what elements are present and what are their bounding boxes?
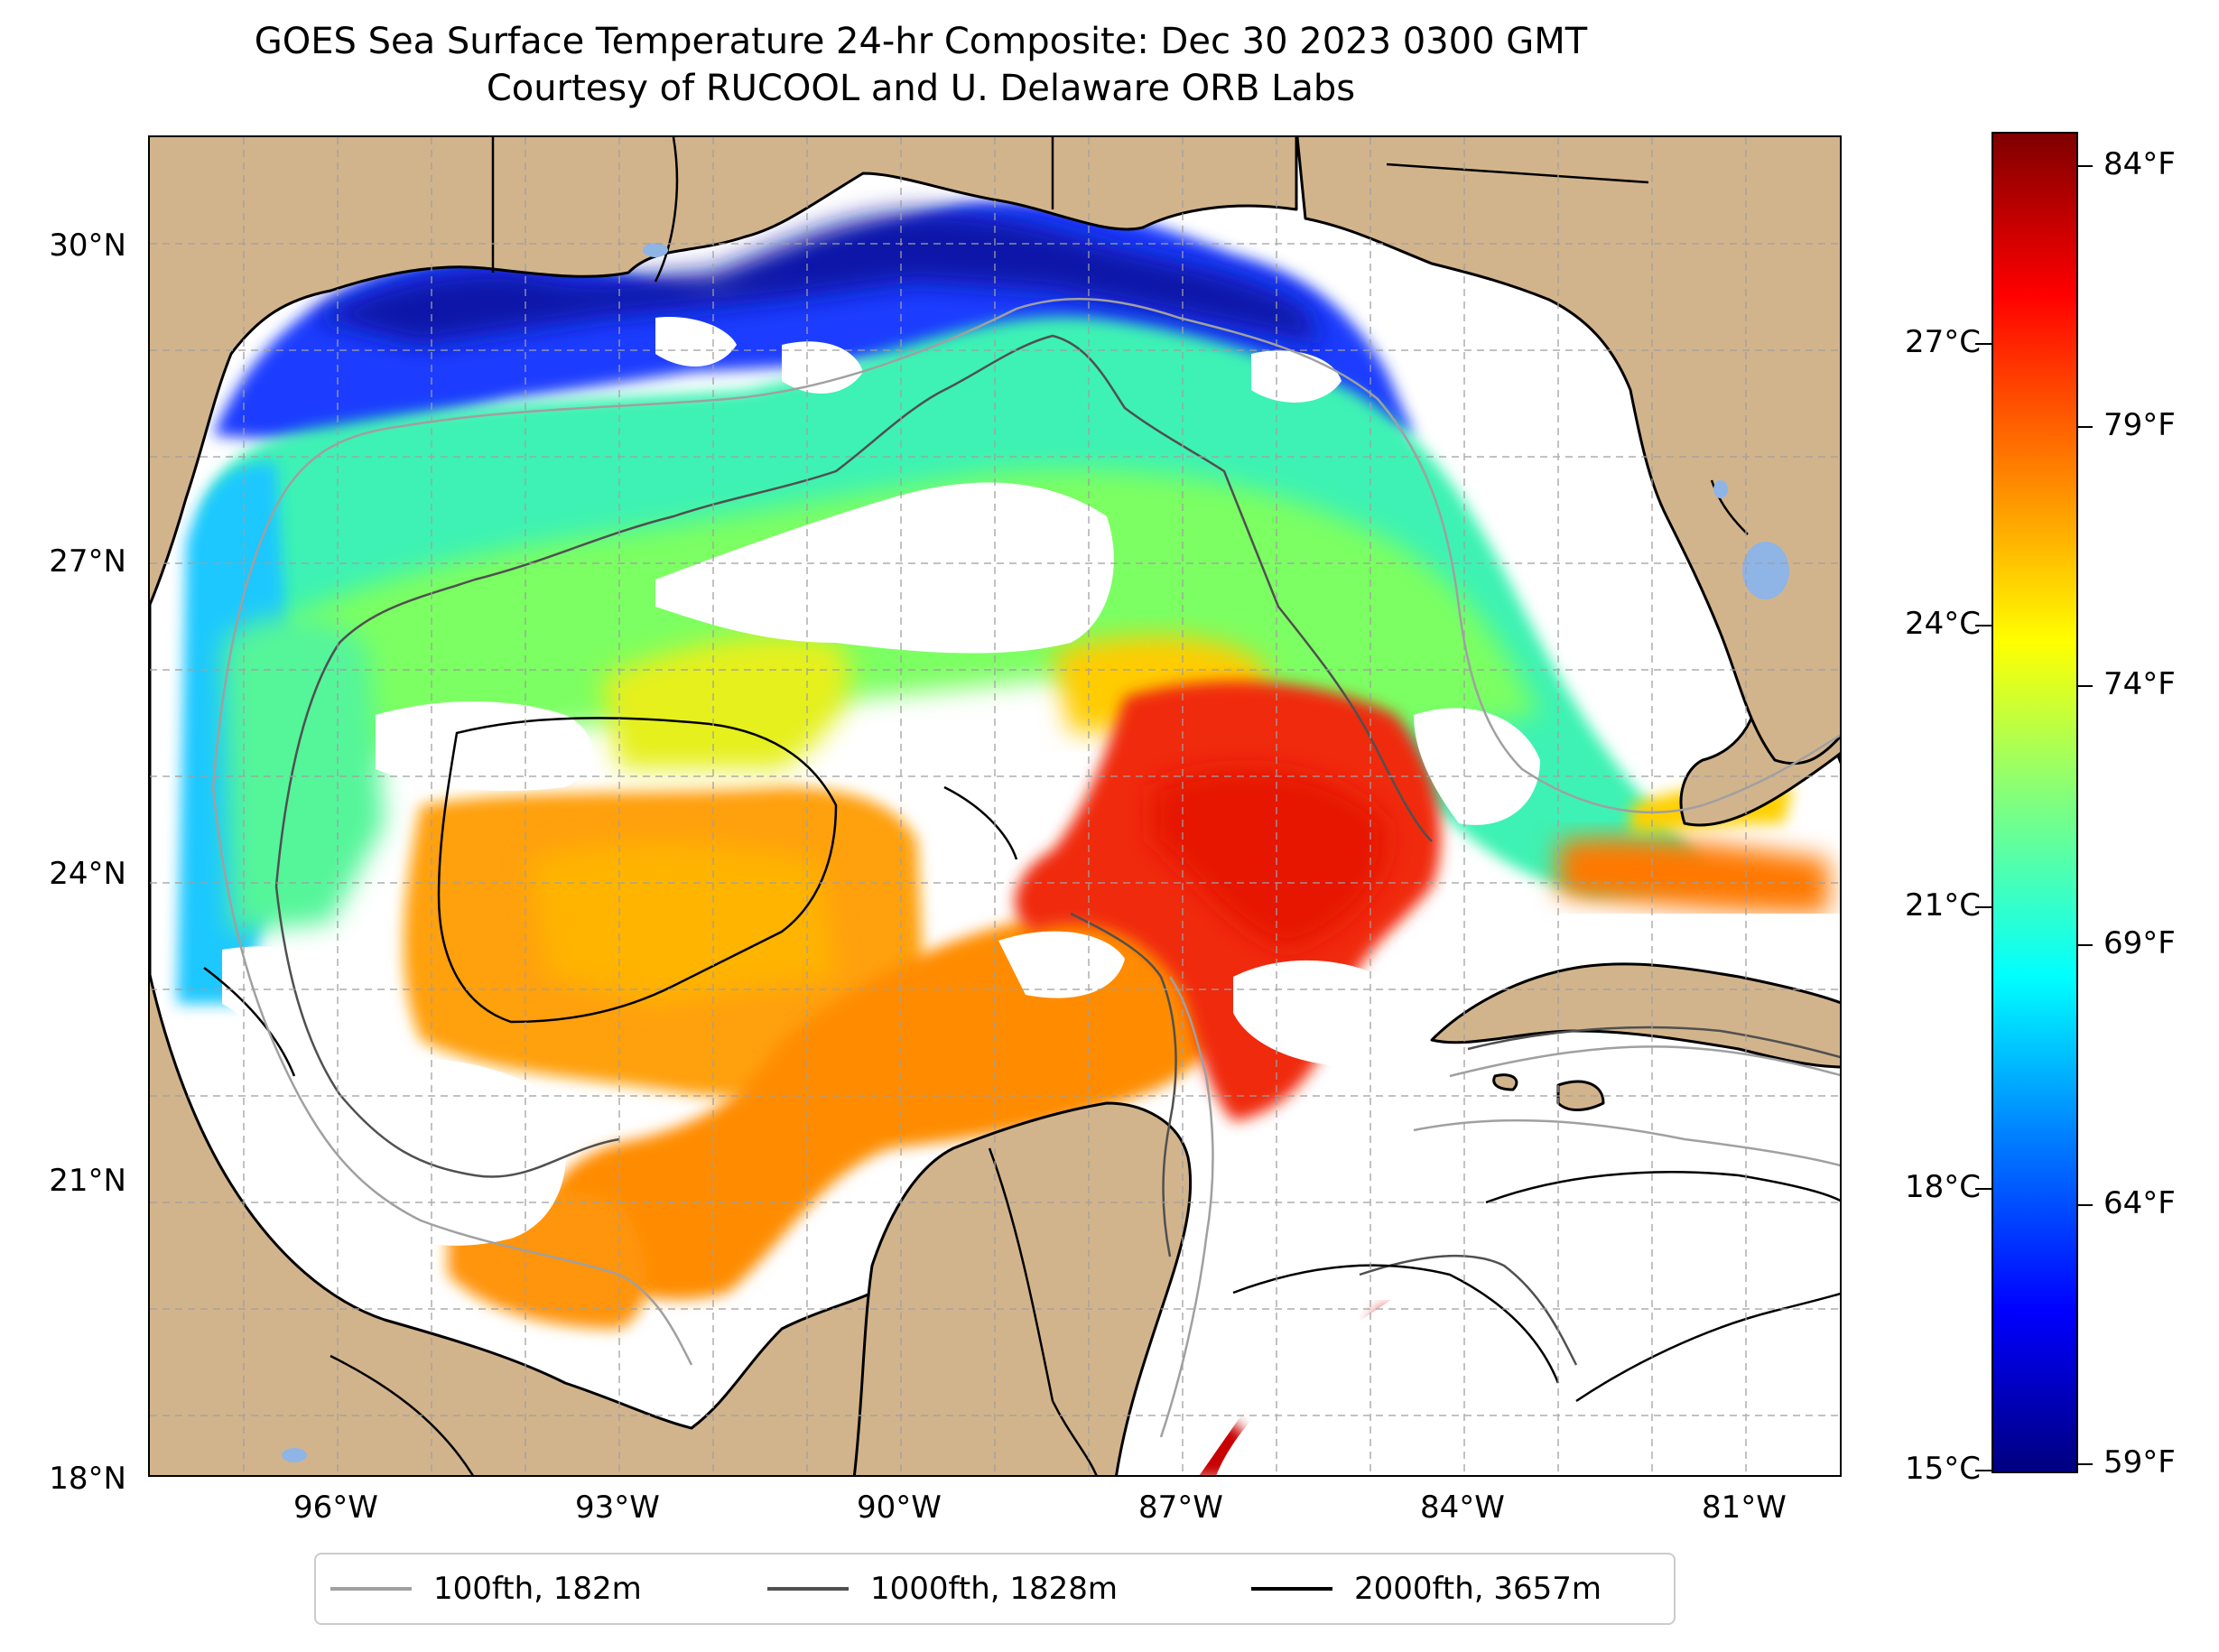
map-subtitle: Courtesy of RUCOOL and U. Delaware ORB L… <box>486 68 1356 109</box>
legend-line-swatch <box>330 1587 412 1591</box>
map-panel <box>148 135 1842 1477</box>
cb-label-27c: 27°C <box>1904 324 1981 360</box>
lon-label-96w: 96°W <box>293 1490 378 1526</box>
cb-label-24c: 24°C <box>1904 606 1981 642</box>
lon-label-93w: 93°W <box>575 1490 660 1526</box>
cb-label-64f: 64°F <box>2103 1185 2176 1221</box>
cb-tick-mark <box>1975 1188 1992 1190</box>
land-mexico-west <box>150 969 877 1475</box>
bathymetry-2000fth <box>437 717 1840 1403</box>
sst-warm-center <box>549 905 1237 1300</box>
land-yucatan <box>852 1101 1193 1475</box>
cb-tick-mark <box>2078 944 2093 946</box>
lon-label-84w: 84°W <box>1420 1490 1505 1526</box>
cb-label-59f: 59°F <box>2103 1444 2176 1480</box>
lon-label-90w: 90°W <box>857 1490 942 1526</box>
sst-east-orange <box>1558 838 1829 914</box>
land-cayman <box>1492 1073 1518 1091</box>
lakes <box>282 243 1789 1462</box>
cb-label-15c: 15°C <box>1904 1451 1981 1487</box>
lat-label-27n: 27°N <box>49 543 126 580</box>
lat-label-18n: 18°N <box>49 1461 126 1497</box>
cb-label-18c: 18°C <box>1904 1169 1981 1205</box>
lat-label-21n: 21°N <box>49 1163 126 1199</box>
bathymetry-legend: 100fth, 182m 1000fth, 1828m 2000fth, 365… <box>314 1553 1676 1625</box>
legend-line-swatch <box>1251 1587 1332 1591</box>
temperature-colorbar <box>1992 132 2078 1473</box>
lon-label-81w: 81°W <box>1702 1490 1787 1526</box>
legend-item-1000fth: 1000fth, 1828m <box>767 1569 1118 1609</box>
cb-label-79f: 79°F <box>2103 407 2176 443</box>
sst-west-shelf-green <box>222 616 385 932</box>
bathymetry-1000fth <box>274 334 1840 1366</box>
cb-tick-mark <box>1975 1470 1992 1471</box>
cb-tick-mark <box>1975 906 1992 908</box>
legend-item-2000fth: 2000fth, 3657m <box>1251 1569 1602 1609</box>
land <box>150 137 1840 1475</box>
sst-warm-west-core <box>529 842 836 1004</box>
lat-label-24n: 24°N <box>49 856 126 892</box>
legend-label: 1000fth, 1828m <box>870 1571 1119 1607</box>
cb-label-21c: 21°C <box>1904 887 1981 923</box>
cb-tick-mark <box>2078 165 2093 167</box>
land-florida-peninsula <box>1295 137 1840 766</box>
cb-tick-mark <box>2078 1204 2093 1206</box>
cb-label-74f: 74°F <box>2103 666 2176 702</box>
legend-line-swatch <box>767 1587 849 1591</box>
legend-item-100fth: 100fth, 182m <box>330 1569 642 1609</box>
sst-loop-core <box>1152 768 1388 950</box>
cb-label-84f: 84°F <box>2103 146 2176 182</box>
graticule <box>150 137 1840 1475</box>
lon-label-87w: 87°W <box>1138 1490 1223 1526</box>
cb-tick-mark <box>2078 1463 2093 1465</box>
legend-label: 100fth, 182m <box>433 1571 642 1607</box>
cb-tick-mark <box>2078 685 2093 687</box>
map-title: GOES Sea Surface Temperature 24-hr Compo… <box>254 21 1588 62</box>
cb-tick-mark <box>1975 343 1992 345</box>
legend-label: 2000fth, 3657m <box>1354 1571 1602 1607</box>
sst-north-coast-coldest <box>312 211 1323 345</box>
cb-tick-mark <box>2078 426 2093 428</box>
sst-yellow-band <box>601 636 851 769</box>
sst-map <box>150 137 1840 1475</box>
land-northern-coastline <box>150 137 1298 608</box>
cb-label-69f: 69°F <box>2103 925 2176 961</box>
bathymetry-100fth <box>211 297 1840 1438</box>
lat-label-30n: 30°N <box>49 227 126 264</box>
cb-tick-mark <box>1975 625 1992 626</box>
